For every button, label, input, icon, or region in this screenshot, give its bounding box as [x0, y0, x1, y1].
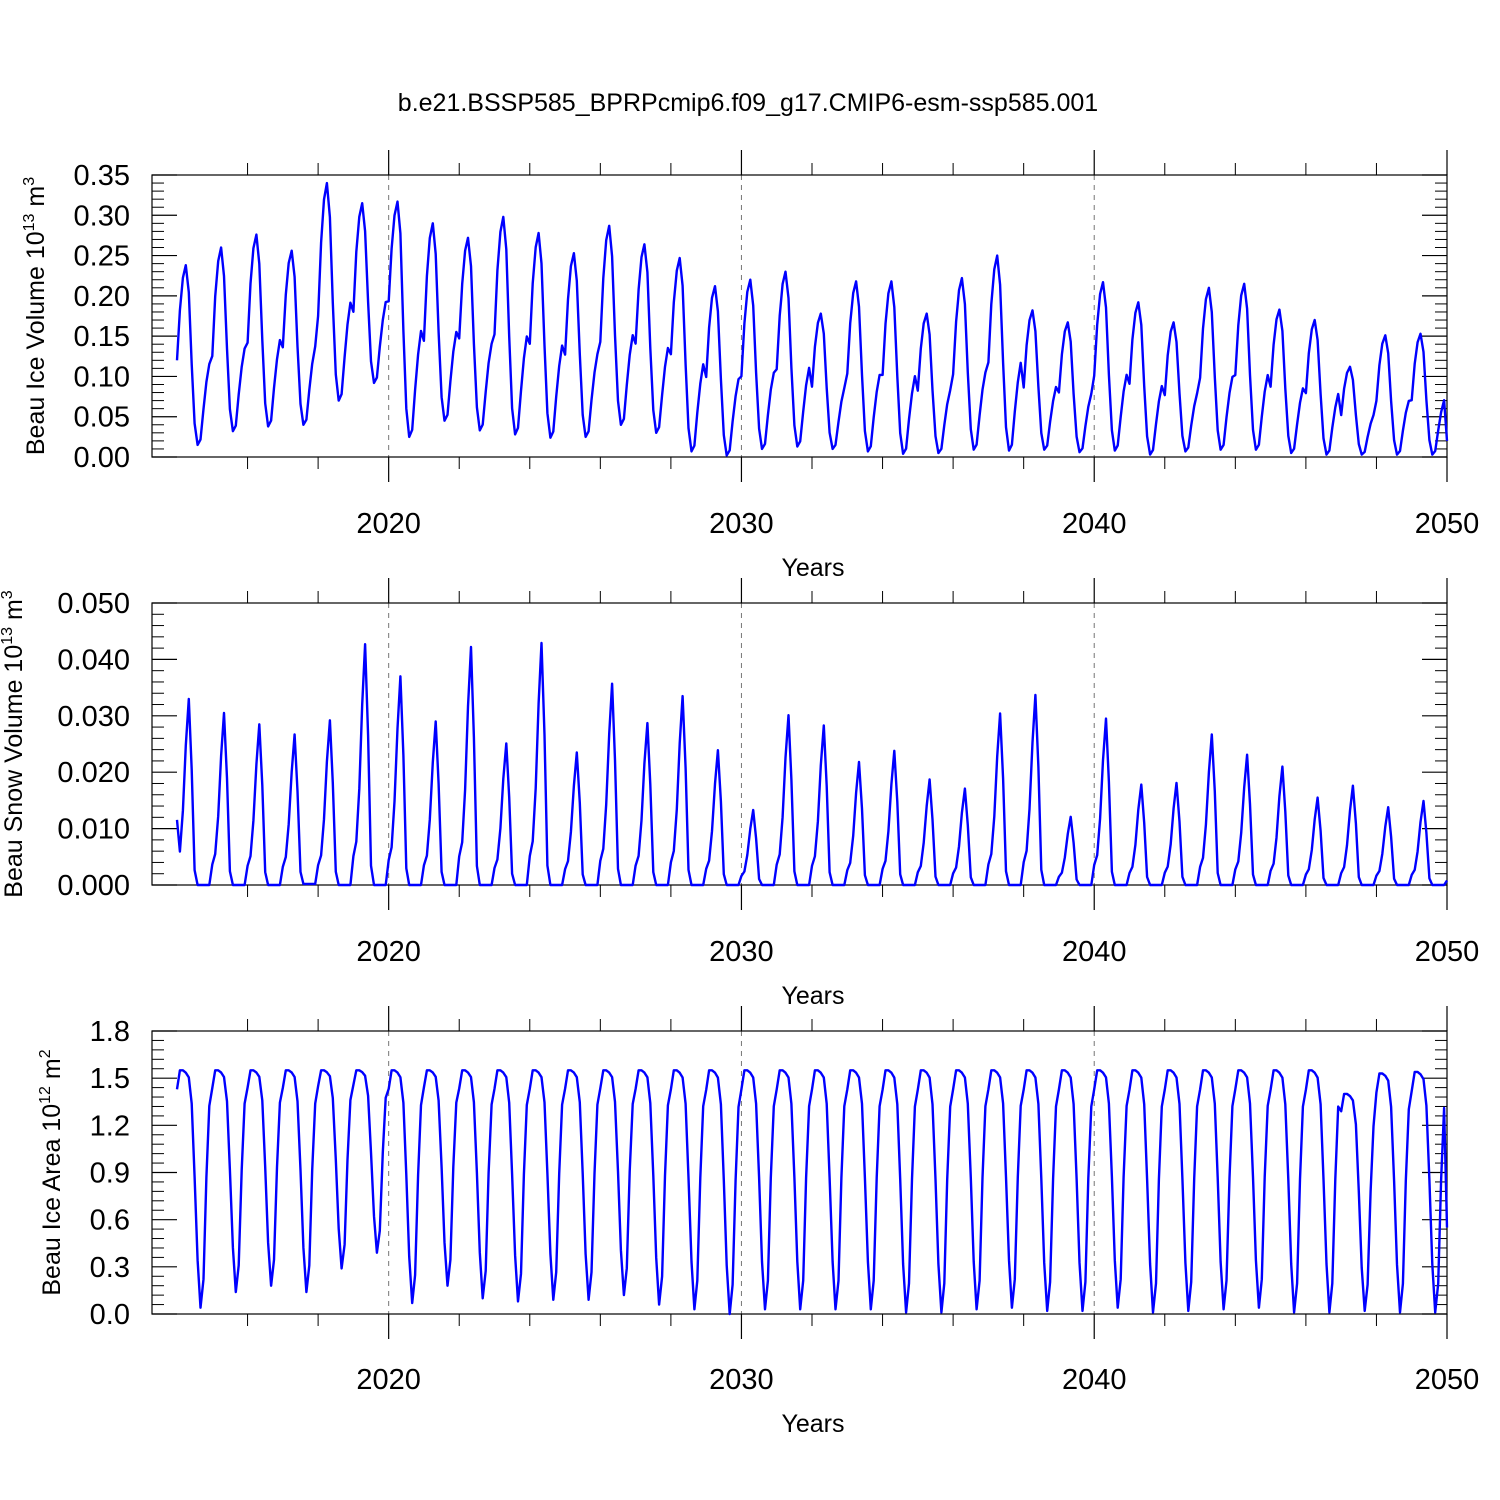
- y-tick-label: 0.010: [57, 814, 130, 846]
- y-tick-label: 0.6: [90, 1205, 130, 1237]
- y-tick-label: 0.35: [74, 160, 130, 192]
- x-tick-label: 2030: [709, 936, 774, 968]
- x-tick-label: 2040: [1062, 1364, 1127, 1396]
- y-tick-label: 0.050: [57, 588, 130, 620]
- panel-snow-volume: 0.000 0.010 0.020 0.030 0.040 0.050 2020 2030 20…: [0, 578, 1479, 1010]
- y-axis-title-text: Beau Ice Area 10: [38, 1104, 66, 1296]
- y-axis-title-exponent: 13: [0, 627, 16, 645]
- y-tick-label: 0.030: [57, 701, 130, 733]
- y-tick-label: 1.2: [90, 1110, 130, 1142]
- y-axis-title: Beau Ice Volume 1013 m3: [21, 177, 50, 455]
- x-tick-label: 2020: [356, 508, 421, 540]
- x-axis-title: Years: [781, 1410, 844, 1438]
- figure-title: b.e21.BSSP585_BPRPcmip6.f09_g17.CMIP6-es…: [398, 89, 1098, 117]
- y-tick-label: 0.05: [74, 402, 130, 434]
- y-tick-label: 0.000: [57, 870, 130, 902]
- y-axis-title-unit-exponent: 2: [37, 1049, 54, 1058]
- series-line-snow-volume: [175, 641, 1449, 887]
- y-axis-title-unit: m: [22, 186, 50, 214]
- series-line-ice-area: [175, 1069, 1449, 1316]
- y-axis-title: Beau Ice Area 1012 m2: [37, 1049, 66, 1295]
- x-tick-label: 2050: [1415, 936, 1480, 968]
- y-tick-label: 0.30: [74, 200, 130, 232]
- y-axis-title-text: Beau Snow Volume 10: [0, 645, 28, 898]
- x-tick-label: 2050: [1415, 1364, 1480, 1396]
- panel-ice-area: 0.0 0.3 0.6 0.9 1.2 1.5 1.8 2020 2030 2040 2050 Yea…: [37, 1006, 1479, 1438]
- x-tick-label: 2030: [709, 508, 774, 540]
- y-tick-label: 0.9: [90, 1158, 130, 1190]
- y-tick-label: 0.3: [90, 1252, 130, 1284]
- x-tick-label: 2020: [356, 936, 421, 968]
- y-tick-label: 0.020: [57, 757, 130, 789]
- x-tick-label: 2040: [1062, 508, 1127, 540]
- y-axis-title-unit: m: [38, 1058, 66, 1086]
- y-tick-label: 0.0: [90, 1299, 130, 1331]
- y-tick-label: 0.00: [74, 442, 130, 474]
- panel-ice-volume: 0.00 0.05 0.10 0.15 0.20 0.25 0.30 0.35 2020 2030…: [21, 150, 1479, 582]
- y-tick-label: 1.8: [90, 1016, 130, 1048]
- y-axis-title-exponent: 12: [37, 1086, 54, 1104]
- y-axis-title-exponent: 13: [21, 213, 38, 231]
- x-tick-label: 2040: [1062, 936, 1127, 968]
- y-axis-title-text: Beau Ice Volume 10: [22, 231, 50, 455]
- x-tick-label: 2020: [356, 1364, 421, 1396]
- y-axis-title: Beau Snow Volume 1013 m3: [0, 590, 28, 898]
- y-tick-label: 0.15: [74, 321, 130, 353]
- plot-frame: [151, 174, 1448, 458]
- x-tick-label: 2050: [1415, 508, 1480, 540]
- y-tick-label: 0.25: [74, 241, 130, 273]
- x-tick-label: 2030: [709, 1364, 774, 1396]
- y-tick-label: 1.5: [90, 1063, 130, 1095]
- y-axis-title-unit-exponent: 3: [0, 590, 16, 599]
- x-axis-title: Years: [781, 554, 844, 582]
- x-axis-title: Years: [781, 982, 844, 1010]
- series-line-ice-volume: [175, 181, 1449, 457]
- y-tick-label: 0.20: [74, 281, 130, 313]
- y-tick-label: 0.10: [74, 361, 130, 393]
- y-tick-label: 0.040: [57, 644, 130, 676]
- y-axis-title-unit-exponent: 3: [21, 177, 38, 186]
- y-axis-title-unit: m: [0, 599, 28, 627]
